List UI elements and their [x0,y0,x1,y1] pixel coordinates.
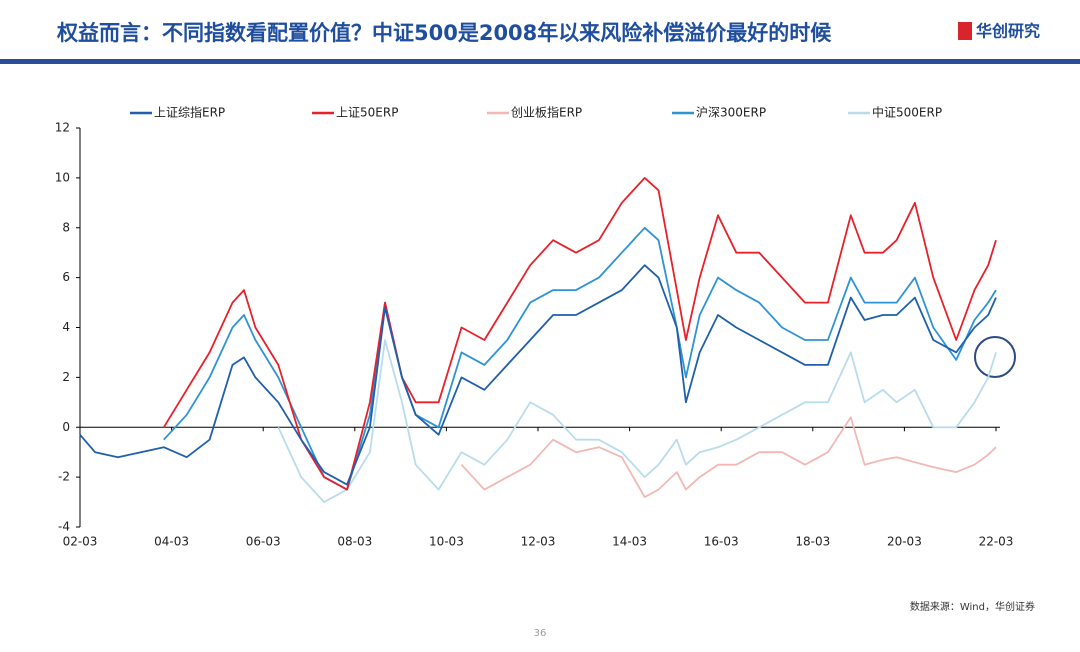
logo-icon [958,22,972,40]
x-tick-label: 18-03 [795,535,830,549]
header-bar [0,59,1080,64]
series-line [277,339,997,503]
x-tick-label: 20-03 [887,535,922,549]
y-tick-label: 6 [62,270,70,284]
source-note: 数据来源：Wind，华创证券 [910,600,1035,613]
y-tick-label: 8 [62,220,70,234]
legend-label: 上证综指ERP [154,105,225,120]
logo-text: 华创研究 [976,22,1040,41]
x-tick-label: 02-03 [63,535,98,549]
legend-label: 创业板指ERP [511,105,582,120]
y-tick-label: 10 [55,170,70,184]
x-tick-label: 12-03 [521,535,556,549]
series-line [163,226,997,491]
highlight-circle [974,336,1016,378]
x-tick-label: 04-03 [154,535,189,549]
x-tick-label: 08-03 [337,535,372,549]
series-line [460,416,997,498]
x-tick-label: 22-03 [979,535,1014,549]
y-tick-label: 12 [55,121,70,135]
y-tick-label: 2 [62,370,70,384]
x-tick-label: 10-03 [429,535,464,549]
y-tick-label: -2 [58,470,70,484]
x-tick-label: 14-03 [612,535,647,549]
y-tick-label: 0 [62,420,70,434]
series-line [163,177,997,491]
page-number: 36 [534,628,547,639]
y-tick-label: -4 [58,520,70,534]
legend-label: 上证50ERP [336,106,398,120]
x-tick-label: 16-03 [704,535,739,549]
y-tick-label: 4 [62,320,70,334]
slide-title: 权益而言：不同指数看配置价值？中证500是2008年以来风险补偿溢价最好的时候 [56,21,832,45]
legend-label: 沪深300ERP [696,106,766,120]
legend-label: 中证500ERP [872,105,942,120]
x-tick-label: 06-03 [246,535,281,549]
series-line [79,264,997,486]
